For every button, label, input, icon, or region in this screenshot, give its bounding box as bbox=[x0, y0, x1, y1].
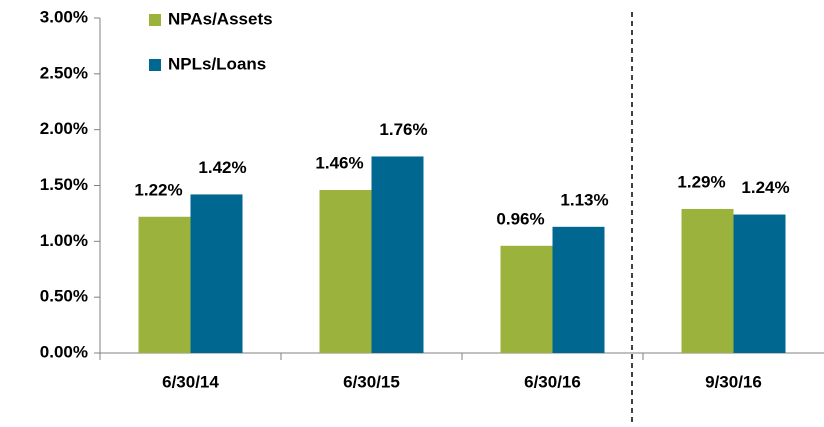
bar bbox=[500, 245, 553, 353]
bar bbox=[733, 214, 786, 353]
value-label: 1.29% bbox=[677, 172, 725, 191]
x-tick-label: 6/30/14 bbox=[162, 372, 219, 391]
x-tick-label: 6/30/16 bbox=[524, 372, 581, 391]
x-tick-label: 9/30/16 bbox=[705, 372, 762, 391]
bar bbox=[319, 189, 372, 353]
legend-swatch bbox=[149, 14, 161, 26]
bar bbox=[552, 226, 605, 353]
value-label: 1.42% bbox=[198, 158, 246, 177]
value-label: 0.96% bbox=[496, 209, 544, 228]
y-tick-label: 1.00% bbox=[40, 231, 88, 250]
y-tick-label: 1.50% bbox=[40, 175, 88, 194]
value-label: 1.13% bbox=[560, 190, 608, 209]
bar bbox=[190, 194, 243, 353]
value-label: 1.46% bbox=[315, 153, 363, 172]
value-label: 1.76% bbox=[379, 120, 427, 139]
bar bbox=[138, 216, 191, 353]
legend-label: NPLs/Loans bbox=[168, 54, 266, 73]
value-label: 1.22% bbox=[134, 180, 182, 199]
bar bbox=[371, 156, 424, 353]
legend-label: NPAs/Assets bbox=[168, 9, 273, 28]
y-tick-label: 0.50% bbox=[40, 287, 88, 306]
y-tick-label: 3.00% bbox=[40, 7, 88, 26]
y-tick-label: 2.00% bbox=[40, 119, 88, 138]
legend-swatch bbox=[149, 59, 161, 71]
y-tick-label: 0.00% bbox=[40, 342, 88, 361]
bar bbox=[681, 208, 734, 353]
y-tick-label: 2.50% bbox=[40, 63, 88, 82]
value-label: 1.24% bbox=[741, 178, 789, 197]
x-tick-label: 6/30/15 bbox=[343, 372, 400, 391]
